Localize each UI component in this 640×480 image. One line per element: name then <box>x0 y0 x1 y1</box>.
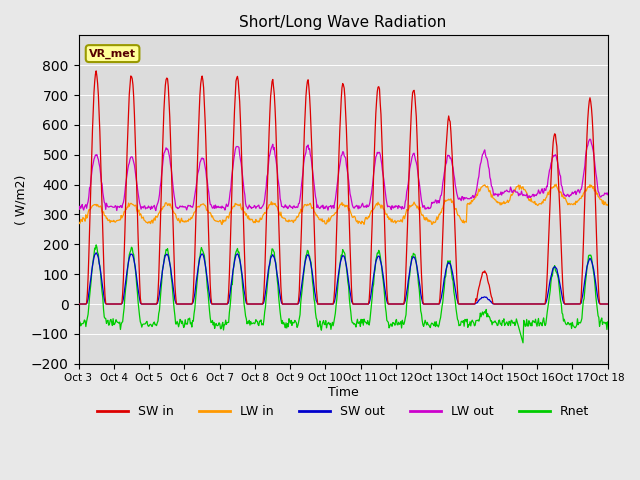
Legend: SW in, LW in, SW out, LW out, Rnet: SW in, LW in, SW out, LW out, Rnet <box>92 400 594 423</box>
Text: VR_met: VR_met <box>89 48 136 59</box>
Title: Short/Long Wave Radiation: Short/Long Wave Radiation <box>239 15 447 30</box>
X-axis label: Time: Time <box>328 386 358 399</box>
Y-axis label: ( W/m2): ( W/m2) <box>15 174 28 225</box>
